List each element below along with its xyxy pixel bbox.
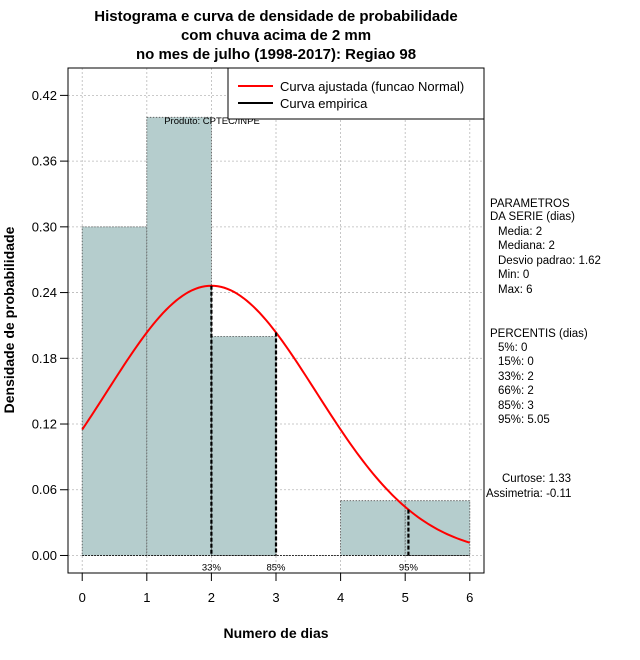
histogram-bar	[146, 117, 212, 556]
percentile-marker-label: 95%	[399, 562, 419, 573]
y-tick-label: 0.06	[32, 482, 57, 497]
histogram-bar-outline	[404, 500, 471, 556]
x-tick-label: 2	[208, 590, 215, 605]
histogram-bar-outline	[340, 500, 406, 556]
chart-title-line-1: Histograma e curva de densidade de proba…	[94, 8, 457, 25]
percentis-title: PERCENTIS (dias)	[490, 328, 588, 340]
percentile-marker-label: 33%	[202, 562, 222, 573]
x-tick-label: 0	[79, 590, 86, 605]
param-max: Max: 6	[498, 284, 533, 296]
y-axis-label: Densidade de probabilidade	[1, 226, 17, 413]
y-tick-label: 0.30	[32, 219, 57, 234]
fitted-normal-curve	[81, 284, 471, 544]
percentile-marker-label: 85%	[266, 562, 286, 573]
x-tick-label: 1	[143, 590, 150, 605]
legend-empirical-label: Curva empirica	[280, 96, 368, 111]
param-desvio: Desvio padrao: 1.62	[498, 255, 601, 267]
histogram-bar	[340, 500, 406, 556]
stat-assimetria: Assimetria: -0.11	[486, 488, 572, 500]
y-tick-label: 0.24	[32, 285, 57, 300]
legend-fitted-label: Curva ajustada (funcao Normal)	[280, 79, 464, 94]
params-title-2: DA SERIE (dias)	[490, 211, 575, 223]
param-mediana: Mediana: 2	[498, 240, 555, 252]
stat-curtose: Curtose: 1.33	[502, 473, 572, 485]
y-tick-label: 0.18	[32, 351, 57, 366]
x-tick-label: 4	[337, 590, 344, 605]
histogram-bar-outline	[211, 335, 277, 556]
histogram-bar	[405, 500, 470, 556]
x-tick-label: 6	[466, 590, 473, 605]
percentile-85: 85%: 3	[498, 400, 534, 412]
param-media: Media: 2	[498, 226, 543, 238]
x-tick-label: 3	[272, 590, 279, 605]
y-tick-label: 0.12	[32, 417, 57, 432]
percentile-33: 33%: 2	[498, 371, 534, 383]
legend: Curva ajustada (funcao Normal) Curva emp…	[227, 67, 485, 120]
chart-title-line-3: no mes de julho (1998-2017): Regiao 98	[136, 46, 416, 63]
y-tick-label: 0.36	[32, 154, 57, 169]
histogram-bar	[82, 226, 147, 556]
params-title-1: PARAMETROS	[490, 198, 570, 210]
percentile-95: 95%: 5.05	[498, 414, 550, 426]
y-tick-label: 0.42	[32, 88, 57, 103]
x-axis-label: Numero de dias	[223, 625, 328, 641]
percentile-15: 15%: 0	[498, 356, 534, 368]
param-min: Min: 0	[498, 269, 530, 281]
legend-box	[227, 67, 485, 120]
x-tick-label: 5	[402, 590, 409, 605]
percentile-66: 66%: 2	[498, 385, 534, 397]
percentile-5: 5%: 0	[498, 342, 528, 354]
chart-title-line-2: com chuva acima de 2 mm	[181, 27, 371, 44]
histogram-bar	[211, 336, 276, 556]
y-tick-label: 0.00	[32, 548, 57, 563]
product-annotation: Produto: CPTEC/INPE	[164, 116, 260, 127]
